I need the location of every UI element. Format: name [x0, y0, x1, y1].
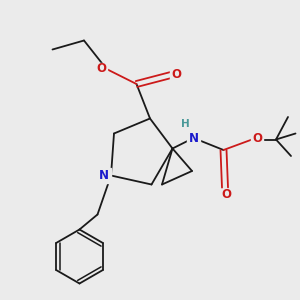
Bar — [251, 132, 263, 144]
Bar — [96, 168, 111, 183]
Text: O: O — [221, 188, 232, 202]
Text: H: H — [181, 118, 190, 129]
Bar — [220, 189, 232, 201]
Text: O: O — [252, 131, 262, 145]
Bar — [170, 69, 182, 81]
Bar — [95, 63, 107, 75]
Bar — [187, 132, 200, 144]
Text: N: N — [98, 169, 109, 182]
Text: O: O — [96, 62, 106, 76]
Text: O: O — [171, 68, 182, 82]
Text: N: N — [188, 131, 199, 145]
